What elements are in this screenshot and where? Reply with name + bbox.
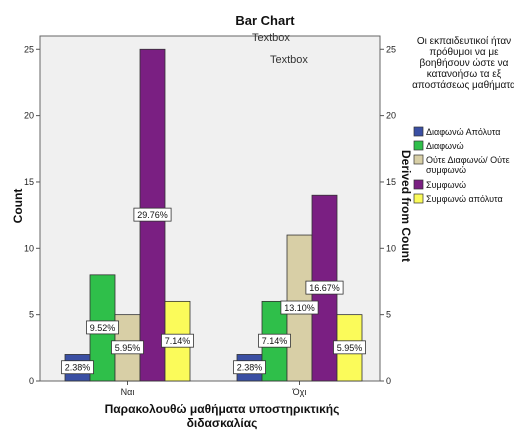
y-tick-label-left: 15 <box>24 177 34 187</box>
data-label: 7.14% <box>161 333 194 348</box>
data-label-text: 7.14% <box>262 336 288 346</box>
data-label: 9.52% <box>86 320 119 335</box>
data-label-text: 16.67% <box>309 283 340 293</box>
data-label: 29.76% <box>133 207 172 222</box>
legend-title-line: Οι εκπαιδευτικοί ήταν <box>417 35 511 47</box>
y-tick-label-left: 5 <box>29 310 34 320</box>
y-tick-label-right: 20 <box>386 111 396 121</box>
legend-item: Συμφωνώ <box>413 179 466 190</box>
data-label-box <box>258 333 291 348</box>
annotation-textbox-1: Textbox <box>252 32 290 44</box>
y-tick-label-right: 5 <box>386 310 391 320</box>
x-axis-title-line-1: Παρακολουθώ μαθήματα υποστηρικτικής <box>105 402 340 416</box>
data-label-text: 29.76% <box>137 210 168 220</box>
legend-label: Συμφωνώ <box>426 180 466 190</box>
legend-swatch <box>413 140 424 151</box>
legend-label: Ούτε Διαφωνώ/ Ούτε <box>426 155 510 165</box>
y-axis-left: 0 5 10 15 20 25 <box>24 44 40 386</box>
x-axis: Ναι Όχι <box>121 381 307 397</box>
legend: Διαφωνώ Απόλυτα Διαφωνώ Ούτε Διαφωνώ/ Ούτε… <box>413 126 510 204</box>
y-tick-label-right: 0 <box>386 376 391 386</box>
legend-title-line: αποστάσεως μαθήματα <box>412 79 514 91</box>
data-label-text: 5.95% <box>115 343 141 353</box>
legend-swatch <box>413 179 424 190</box>
data-label-text: 13.10% <box>284 303 315 313</box>
data-label-text: 5.95% <box>337 343 363 353</box>
chart-title: Bar Chart <box>235 13 295 28</box>
data-label-box <box>305 280 344 295</box>
x-tick-label: Ναι <box>121 387 135 397</box>
y-tick-label-left: 10 <box>24 243 34 253</box>
legend-label: Διαφωνώ Απόλυτα <box>426 127 501 137</box>
y-tick-label-right: 10 <box>386 243 396 253</box>
data-label-text: 9.52% <box>90 323 116 333</box>
legend-title-line: βοηθήσουν ώστε να <box>420 57 509 69</box>
data-label: 5.95% <box>111 340 144 355</box>
data-label: 5.95% <box>333 340 366 355</box>
data-label-box <box>280 300 319 315</box>
data-label-box <box>111 340 144 355</box>
y-tick-label-left: 0 <box>29 376 34 386</box>
legend-title-line: κατανοήσω τα εξ <box>427 68 502 80</box>
data-label-box <box>233 360 266 375</box>
legend-swatch <box>413 154 424 165</box>
y-tick-label-right: 25 <box>386 44 396 54</box>
data-label-text: 2.38% <box>65 363 91 373</box>
y-tick-label-right: 15 <box>386 177 396 187</box>
legend-swatch <box>413 193 424 204</box>
legend-title-line: πρόθυμοι να με <box>429 46 499 58</box>
legend-item: Διαφωνώ <box>413 140 464 151</box>
data-labels: 2.38% 9.52% 5.95% 29.76% 7.14% 2.38% 7.14% 13.1… <box>61 207 366 375</box>
data-label-box <box>133 207 172 222</box>
data-label: 2.38% <box>233 360 266 375</box>
y-axis-right: 0 5 10 15 20 25 <box>380 44 396 386</box>
data-label: 2.38% <box>61 360 94 375</box>
y2-axis-title: Derived from Count <box>399 150 413 262</box>
x-tick-label: Όχι <box>292 387 307 397</box>
data-label-box <box>61 360 94 375</box>
legend-title: Οι εκπαιδευτικοί ήταν πρόθυμοι να με βοηθή… <box>412 35 514 91</box>
legend-swatch <box>413 126 424 137</box>
y-tick-label-left: 20 <box>24 111 34 121</box>
y-tick-label-left: 25 <box>24 44 34 54</box>
data-label: 7.14% <box>258 333 291 348</box>
legend-item: Διαφωνώ Απόλυτα <box>413 126 501 137</box>
legend-label: Διαφωνώ <box>426 141 464 151</box>
data-label: 16.67% <box>305 280 344 295</box>
x-axis-title-line-2: διδασκαλίας <box>187 416 258 430</box>
annotation-textbox-2: Textbox <box>270 54 308 66</box>
data-label-box <box>161 333 194 348</box>
data-label: 13.10% <box>280 300 319 315</box>
data-label-box <box>333 340 366 355</box>
data-label-text: 2.38% <box>237 363 263 373</box>
legend-label: Συμφωνώ απόλυτα <box>426 194 503 204</box>
legend-label-cont: συμφωνώ <box>426 165 466 175</box>
data-label-box <box>86 320 119 335</box>
legend-item: Συμφωνώ απόλυτα <box>413 193 503 204</box>
y-axis-title: Count <box>11 189 25 224</box>
data-label-text: 7.14% <box>165 336 191 346</box>
